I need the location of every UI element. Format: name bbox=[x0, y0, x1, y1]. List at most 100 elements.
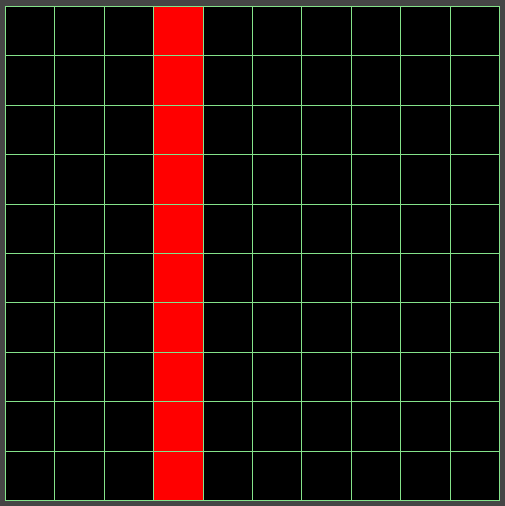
board-cell-empty[interactable] bbox=[450, 204, 499, 253]
board-cell-empty[interactable] bbox=[450, 254, 499, 303]
board-cell-empty[interactable] bbox=[351, 402, 401, 451]
board-cell-empty[interactable] bbox=[351, 105, 401, 155]
board-cell-empty[interactable] bbox=[253, 352, 302, 402]
board-cell-empty[interactable] bbox=[302, 451, 351, 500]
board-cell-empty[interactable] bbox=[351, 56, 401, 105]
board-cell-empty[interactable] bbox=[203, 402, 252, 451]
board-cell-empty[interactable] bbox=[351, 204, 401, 253]
board-cell-empty[interactable] bbox=[6, 402, 55, 451]
board-cell-empty[interactable] bbox=[6, 451, 55, 500]
board-cell-empty[interactable] bbox=[104, 56, 154, 105]
board-cell-empty[interactable] bbox=[450, 352, 499, 402]
board-cell-empty[interactable] bbox=[401, 56, 450, 105]
board-cell-empty[interactable] bbox=[401, 105, 450, 155]
board-cell-empty[interactable] bbox=[104, 402, 154, 451]
board-cell-empty[interactable] bbox=[401, 402, 450, 451]
board-cell-empty[interactable] bbox=[104, 7, 154, 56]
board-cell-empty[interactable] bbox=[203, 254, 252, 303]
board-cell-empty[interactable] bbox=[253, 56, 302, 105]
board-cell-empty[interactable] bbox=[253, 155, 302, 204]
board-cell-empty[interactable] bbox=[6, 7, 55, 56]
board-cell-empty[interactable] bbox=[450, 303, 499, 352]
board-cell-empty[interactable] bbox=[203, 451, 252, 500]
board-cell-empty[interactable] bbox=[351, 155, 401, 204]
board-cell-empty[interactable] bbox=[302, 352, 351, 402]
board-cell-filled[interactable] bbox=[154, 56, 203, 105]
board-cell-empty[interactable] bbox=[6, 105, 55, 155]
board-cell-filled[interactable] bbox=[154, 254, 203, 303]
board-cell-empty[interactable] bbox=[55, 105, 104, 155]
board-cell-filled[interactable] bbox=[154, 303, 203, 352]
board-cell-empty[interactable] bbox=[401, 352, 450, 402]
board-cell-empty[interactable] bbox=[351, 7, 401, 56]
board-cell-empty[interactable] bbox=[55, 303, 104, 352]
board-cell-empty[interactable] bbox=[302, 56, 351, 105]
board-cell-empty[interactable] bbox=[55, 155, 104, 204]
board-cell-empty[interactable] bbox=[203, 105, 252, 155]
board-cell-empty[interactable] bbox=[55, 254, 104, 303]
board-cell-empty[interactable] bbox=[351, 303, 401, 352]
board-cell-empty[interactable] bbox=[55, 451, 104, 500]
board-cell-empty[interactable] bbox=[55, 56, 104, 105]
board-cell-filled[interactable] bbox=[154, 352, 203, 402]
board-cell-empty[interactable] bbox=[203, 56, 252, 105]
board-cell-empty[interactable] bbox=[6, 155, 55, 204]
board-cell-filled[interactable] bbox=[154, 105, 203, 155]
board-cell-empty[interactable] bbox=[450, 105, 499, 155]
board-cell-empty[interactable] bbox=[401, 155, 450, 204]
board-cell-empty[interactable] bbox=[253, 254, 302, 303]
board-cell-empty[interactable] bbox=[6, 56, 55, 105]
board-cell-empty[interactable] bbox=[253, 402, 302, 451]
board-cell-empty[interactable] bbox=[450, 155, 499, 204]
board-cell-empty[interactable] bbox=[104, 451, 154, 500]
board-cell-empty[interactable] bbox=[104, 352, 154, 402]
board-cell-empty[interactable] bbox=[351, 352, 401, 402]
board-cell-empty[interactable] bbox=[104, 155, 154, 204]
board-cell-empty[interactable] bbox=[253, 7, 302, 56]
board-cell-empty[interactable] bbox=[450, 56, 499, 105]
board-cell-empty[interactable] bbox=[203, 352, 252, 402]
board-cell-empty[interactable] bbox=[6, 254, 55, 303]
board-cell-empty[interactable] bbox=[401, 451, 450, 500]
board-cell-empty[interactable] bbox=[253, 451, 302, 500]
board-cell-empty[interactable] bbox=[401, 7, 450, 56]
board-cell-empty[interactable] bbox=[253, 105, 302, 155]
board-cell-empty[interactable] bbox=[401, 303, 450, 352]
board-cell-empty[interactable] bbox=[351, 451, 401, 500]
board-cell-empty[interactable] bbox=[55, 402, 104, 451]
board-cell-empty[interactable] bbox=[6, 204, 55, 253]
board-cell-empty[interactable] bbox=[253, 303, 302, 352]
board-cell-empty[interactable] bbox=[302, 204, 351, 253]
board-cell-empty[interactable] bbox=[6, 303, 55, 352]
board-cell-empty[interactable] bbox=[450, 402, 499, 451]
board-cell-empty[interactable] bbox=[351, 254, 401, 303]
board-cell-empty[interactable] bbox=[302, 7, 351, 56]
board-cell-empty[interactable] bbox=[104, 254, 154, 303]
board-cell-empty[interactable] bbox=[6, 352, 55, 402]
board-cell-empty[interactable] bbox=[55, 352, 104, 402]
board-cell-empty[interactable] bbox=[302, 303, 351, 352]
board-cell-empty[interactable] bbox=[450, 451, 499, 500]
board-cell-filled[interactable] bbox=[154, 402, 203, 451]
board-cell-empty[interactable] bbox=[55, 7, 104, 56]
board-cell-empty[interactable] bbox=[203, 204, 252, 253]
board-cell-empty[interactable] bbox=[302, 402, 351, 451]
board-cell-filled[interactable] bbox=[154, 451, 203, 500]
board-cell-empty[interactable] bbox=[203, 303, 252, 352]
board-cell-empty[interactable] bbox=[253, 204, 302, 253]
board-cell-empty[interactable] bbox=[203, 7, 252, 56]
board-cell-empty[interactable] bbox=[55, 204, 104, 253]
board-cell-empty[interactable] bbox=[302, 105, 351, 155]
board-cell-empty[interactable] bbox=[104, 105, 154, 155]
board-cell-empty[interactable] bbox=[104, 303, 154, 352]
board-cell-empty[interactable] bbox=[401, 204, 450, 253]
board-cell-empty[interactable] bbox=[401, 254, 450, 303]
board-cell-empty[interactable] bbox=[302, 254, 351, 303]
board-cell-filled[interactable] bbox=[154, 204, 203, 253]
board-cell-filled[interactable] bbox=[154, 155, 203, 204]
board-cell-filled[interactable] bbox=[154, 7, 203, 56]
board-cell-empty[interactable] bbox=[104, 204, 154, 253]
board-cell-empty[interactable] bbox=[302, 155, 351, 204]
board-cell-empty[interactable] bbox=[203, 155, 252, 204]
board-cell-empty[interactable] bbox=[450, 7, 499, 56]
